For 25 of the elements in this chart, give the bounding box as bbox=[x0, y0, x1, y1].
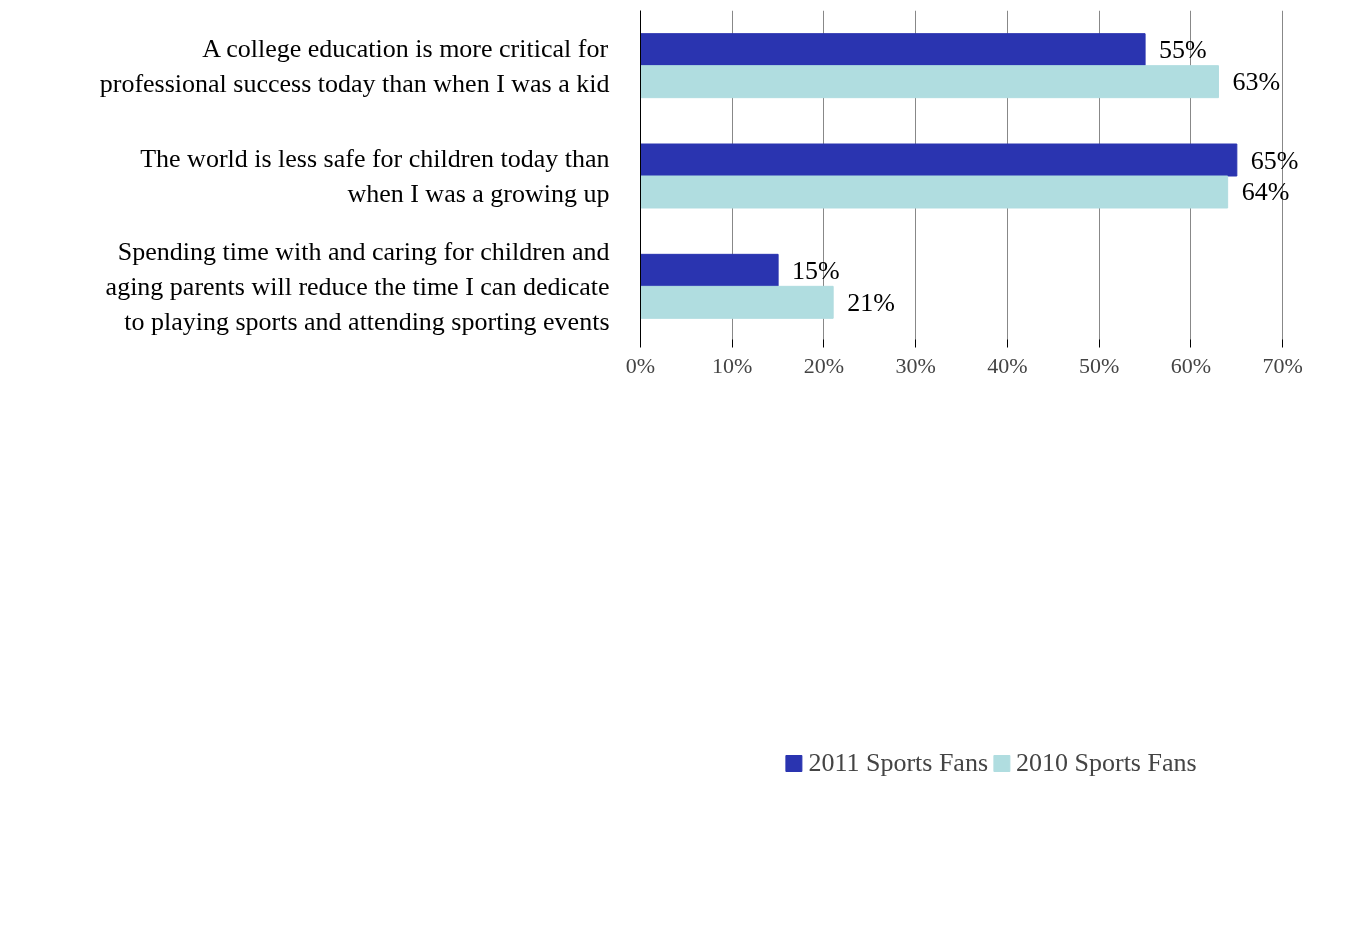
x-tick-label: 20% bbox=[803, 352, 845, 378]
x-tick-label: 40% bbox=[987, 352, 1028, 378]
bar bbox=[640, 143, 1238, 177]
data-label: 65% bbox=[1250, 145, 1299, 175]
legend-label: 2010 Sports Fans bbox=[1016, 747, 1197, 778]
x-tick-label: 30% bbox=[895, 352, 936, 378]
y-tick-label: The world is less safe for children today than when I was a growing up bbox=[140, 144, 610, 208]
bar bbox=[640, 65, 1219, 99]
x-tick-label: 60% bbox=[1170, 352, 1212, 378]
bar bbox=[640, 253, 779, 287]
legend-label: 2011 Sports Fans bbox=[808, 747, 989, 778]
data-label: 15% bbox=[792, 255, 840, 285]
y-tick-label: Spending time with and caring for children and aging parents will reduce the time I can dedicate to playing sports and attending sporting events bbox=[105, 237, 610, 336]
x-tick-label: 10% bbox=[712, 352, 753, 378]
data-label: 64% bbox=[1241, 177, 1290, 207]
x-tick-label: 50% bbox=[1079, 352, 1120, 378]
bar bbox=[640, 33, 1146, 67]
x-tick-label: 70% bbox=[1262, 352, 1303, 378]
bar bbox=[640, 175, 1229, 209]
bar bbox=[640, 285, 834, 319]
data-label: 55% bbox=[1159, 35, 1207, 65]
data-label: 63% bbox=[1232, 67, 1281, 97]
x-tick-label: 0% bbox=[625, 352, 656, 378]
y-tick-label: A college education is more critical for professional success today than when I was a kid bbox=[99, 33, 610, 98]
data-label: 21% bbox=[847, 287, 895, 317]
